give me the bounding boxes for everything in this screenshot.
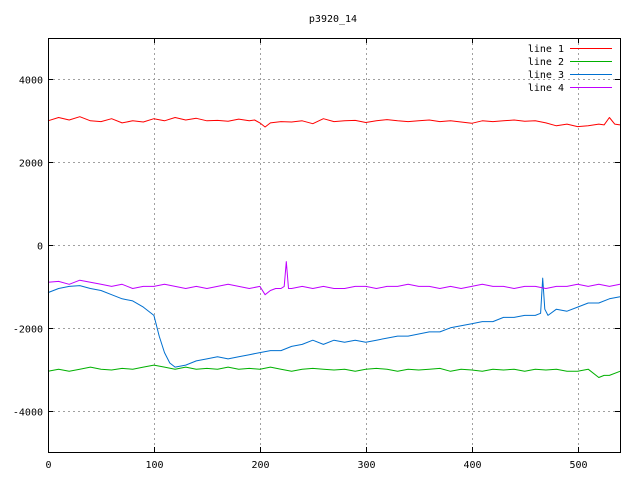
plot-frame	[48, 38, 621, 453]
y-tick-label: -2000	[13, 325, 43, 336]
x-tick-label: 400	[463, 460, 481, 471]
legend-label: line 4	[528, 83, 564, 94]
x-tick-label: 0	[45, 460, 51, 471]
series-line-3	[47, 277, 621, 368]
series-layer	[47, 116, 621, 378]
y-tick-label: 2000	[19, 159, 43, 170]
x-tick-label: 500	[569, 460, 587, 471]
grid-layer	[48, 38, 620, 452]
tick-layer: 0 100 200 300 400 500 -4000 -2000 0 2000 4000	[13, 38, 620, 471]
x-tick-label: 300	[357, 460, 375, 471]
chart-title: p3920_14	[309, 14, 357, 25]
series-line-2	[47, 364, 621, 378]
legend-label: line 2	[528, 57, 564, 68]
legend: line 1 line 2 line 3 line 4	[528, 44, 612, 94]
x-tick-label: 100	[145, 460, 163, 471]
y-tick-label: 0	[37, 242, 43, 253]
series-line-4	[47, 261, 621, 296]
y-tick-label: -4000	[13, 408, 43, 419]
y-tick-label: 4000	[19, 76, 43, 87]
x-tick-label: 200	[251, 460, 269, 471]
legend-label: line 3	[528, 70, 564, 81]
legend-label: line 1	[528, 44, 564, 55]
series-line-1	[47, 116, 621, 128]
